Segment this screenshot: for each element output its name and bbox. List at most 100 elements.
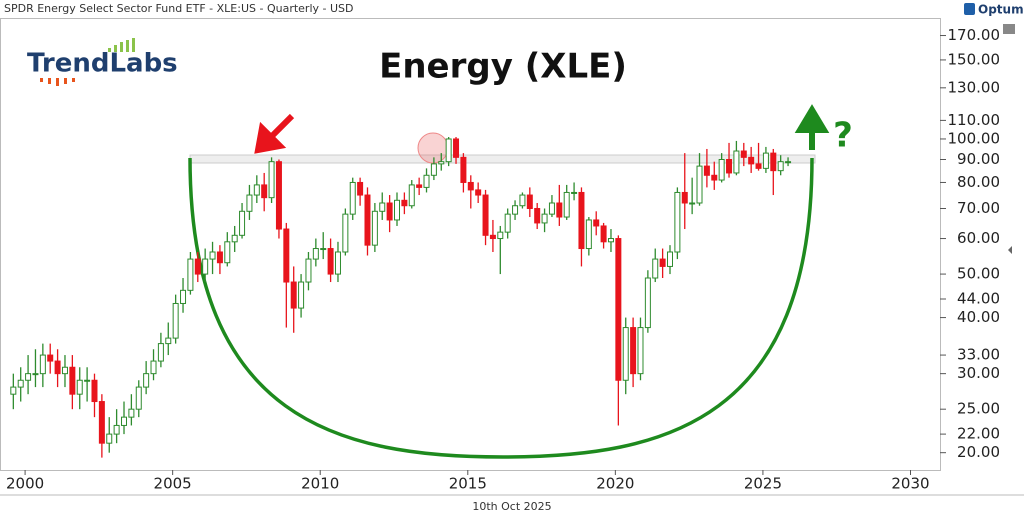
brand-icon bbox=[964, 3, 975, 15]
candle-body bbox=[408, 184, 415, 207]
candle-body bbox=[571, 191, 578, 194]
candle-body bbox=[593, 219, 600, 227]
candle-body bbox=[482, 194, 489, 236]
candle-body bbox=[61, 366, 68, 375]
candle-body bbox=[98, 401, 105, 444]
candle-body bbox=[460, 156, 467, 183]
y-tick-label: 40.00 bbox=[957, 308, 1000, 326]
candle-body bbox=[216, 251, 223, 264]
candle-body bbox=[748, 156, 755, 165]
y-tick-label: 30.00 bbox=[957, 364, 1000, 382]
candle-body bbox=[556, 202, 563, 218]
candle-body bbox=[726, 159, 733, 174]
candle-body bbox=[762, 152, 769, 169]
candle-body bbox=[386, 202, 393, 221]
candle-body bbox=[740, 150, 747, 158]
candle-body bbox=[150, 360, 157, 375]
candle-body bbox=[497, 231, 504, 240]
candle-body bbox=[689, 202, 696, 205]
candle-body bbox=[585, 219, 592, 250]
candle-body bbox=[379, 202, 386, 212]
y-tick-label: 33.00 bbox=[957, 346, 1000, 364]
y-tick-label: 44.00 bbox=[957, 289, 1000, 307]
candle-body bbox=[667, 251, 674, 267]
logo: TrendLabs bbox=[27, 49, 178, 79]
candle-body bbox=[512, 205, 519, 215]
candle-body bbox=[423, 174, 430, 188]
candle-body bbox=[253, 184, 260, 196]
candle-body bbox=[681, 191, 688, 204]
candle-body bbox=[246, 194, 253, 212]
candle-body bbox=[121, 416, 128, 426]
candle-body bbox=[349, 181, 356, 215]
plot-frame bbox=[0, 18, 941, 471]
candle-body bbox=[622, 327, 629, 381]
candle-body bbox=[91, 379, 98, 403]
y-tick-label: 150.00 bbox=[948, 50, 1001, 68]
candle-body bbox=[357, 181, 364, 196]
candle-body bbox=[69, 366, 76, 395]
logo-bars bbox=[40, 38, 135, 86]
y-tick-label: 130.00 bbox=[948, 78, 1001, 96]
header: SPDR Energy Select Sector Fund ETF - XLE… bbox=[4, 2, 353, 15]
brand: Optuma bbox=[978, 3, 1024, 17]
candle-body bbox=[283, 228, 290, 283]
x-tick-label: 2020 bbox=[596, 475, 634, 493]
highlight-circle bbox=[417, 132, 449, 164]
candle-body bbox=[342, 213, 349, 253]
candle-body bbox=[711, 174, 718, 181]
candle-body bbox=[394, 199, 401, 221]
candle-body bbox=[696, 165, 703, 204]
candle-body bbox=[401, 199, 408, 207]
red-arrow bbox=[254, 113, 295, 154]
x-tick-label: 2030 bbox=[891, 475, 929, 493]
candle-body bbox=[261, 184, 268, 199]
candle-body bbox=[10, 386, 17, 395]
candle-body bbox=[607, 238, 614, 243]
candle-body bbox=[17, 379, 24, 388]
candle-body bbox=[578, 191, 585, 250]
candle-body bbox=[224, 241, 231, 264]
y-tick-label: 100.00 bbox=[948, 129, 1001, 147]
side-handle bbox=[1008, 246, 1012, 254]
candle-body bbox=[718, 159, 725, 181]
candle-body bbox=[371, 210, 378, 246]
candle-body bbox=[275, 161, 282, 230]
candle-body bbox=[733, 150, 740, 174]
candle-body bbox=[430, 163, 437, 176]
question-mark: ? bbox=[833, 116, 853, 156]
candle-body bbox=[25, 373, 32, 381]
candle-body bbox=[467, 181, 474, 191]
candle-body bbox=[526, 194, 533, 209]
y-tick-label: 90.00 bbox=[957, 150, 1000, 168]
chart-title: Energy (XLE) bbox=[379, 47, 627, 87]
candle-body bbox=[770, 152, 777, 172]
candle-body bbox=[755, 163, 762, 169]
y-tick-label: 170.00 bbox=[948, 26, 1001, 44]
candle-body bbox=[703, 165, 710, 176]
candle-body bbox=[231, 234, 238, 243]
candle-body bbox=[630, 327, 637, 375]
candle-body bbox=[165, 337, 172, 345]
candle-body bbox=[416, 184, 423, 188]
candle-body bbox=[320, 248, 327, 251]
y-tick-label: 110.00 bbox=[948, 111, 1001, 129]
candle-body bbox=[128, 408, 135, 418]
candle-body bbox=[76, 379, 83, 395]
candle-body bbox=[239, 210, 246, 236]
candle-body bbox=[548, 202, 555, 215]
y-tick-label: 20.00 bbox=[957, 443, 1000, 461]
candle-body bbox=[637, 327, 644, 375]
y-tick-label: 50.00 bbox=[957, 265, 1000, 283]
candle-body bbox=[143, 373, 150, 388]
candle-body bbox=[54, 360, 61, 375]
candle-body bbox=[659, 258, 666, 267]
candle-body bbox=[644, 277, 651, 329]
candle-body bbox=[290, 281, 297, 309]
candle-body bbox=[187, 258, 194, 291]
candle-body bbox=[541, 213, 548, 224]
candle-body bbox=[268, 161, 275, 199]
